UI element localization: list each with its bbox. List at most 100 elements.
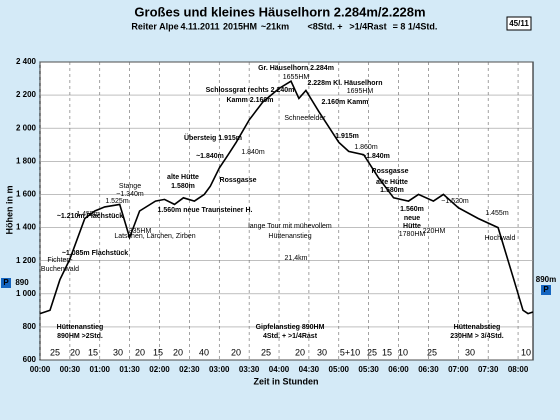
segment-duration: 15 (88, 347, 98, 357)
annotation: 1655HM (283, 74, 310, 81)
annotation: Rossgasse (220, 177, 257, 184)
subtitle-part: 2015HM (223, 21, 257, 31)
annotation: alte Hütte (376, 179, 408, 186)
annotation: 1695HM (347, 88, 374, 95)
annotation: Fichten- (47, 257, 73, 264)
x-tick-label: 07:00 (448, 365, 469, 374)
subtitle-part: 4.11.2011 (180, 21, 219, 31)
annotation: 1.840m (241, 149, 265, 156)
y-tick-label: 1 400 (16, 223, 37, 232)
annotation: alte Hütte (167, 174, 199, 181)
annotation: 1780HM (399, 231, 426, 238)
segment-duration: 20 (295, 347, 305, 357)
segment-duration: 25 (50, 347, 60, 357)
annotation: Rossgasse (372, 168, 409, 175)
segment-duration: 20 (231, 347, 241, 357)
y-tick-label: 2 200 (16, 90, 37, 99)
annotation: 1.560m neue Traunsteiner H. (158, 207, 253, 214)
x-tick-label: 03:00 (209, 365, 230, 374)
annotation: Schlossgrat rechts 2.240m (206, 87, 295, 94)
annotation: Stange (119, 183, 141, 190)
parking-label: P (3, 278, 9, 287)
segment-duration: 15 (153, 347, 163, 357)
segment-duration: 25 (427, 347, 437, 357)
badge: 45/11 (509, 19, 529, 28)
annotation: 220HM (423, 228, 446, 235)
plot-area (39, 61, 534, 361)
subtitle-part: <8Std. + (307, 21, 342, 31)
annotation: 4Std. + >1/4Rast (263, 333, 318, 340)
segment-duration: 15 (382, 347, 392, 357)
annotation: 1.915m (335, 133, 359, 140)
segment-duration: 5+10 (340, 347, 360, 357)
segment-duration: 25 (367, 347, 377, 357)
annotation: ~1.840m (196, 153, 224, 160)
annotation: Schneefelder (284, 115, 326, 122)
y-tick-label: 2 400 (16, 57, 37, 66)
x-tick-label: 02:30 (179, 365, 200, 374)
segment-duration: 30 (465, 347, 475, 357)
annotation: 1.580m (171, 183, 195, 190)
subtitle-part: Reiter Alpe (131, 21, 178, 31)
annotation: 335HM (129, 228, 152, 235)
annotation: Kamm 2.160m (226, 97, 273, 104)
segment-duration: 20 (135, 347, 145, 357)
annotation: 230HM > 3/4Std. (450, 333, 504, 340)
x-tick-label: 00:30 (60, 365, 81, 374)
segment-duration: 30 (113, 347, 123, 357)
segment-duration: 20 (70, 347, 80, 357)
x-tick-label: 05:00 (329, 365, 350, 374)
parking-box (1, 278, 11, 288)
x-tick-label: 04:30 (299, 365, 320, 374)
x-tick-label: 06:30 (418, 365, 439, 374)
parking-label: P (543, 285, 549, 294)
segment-duration: 40 (199, 347, 209, 357)
y-tick-label: 2 000 (16, 123, 37, 132)
annotation: 1.560m (400, 206, 424, 213)
annotation: 1.525m (105, 198, 129, 205)
annotation: ~1.085m Flachstück (62, 250, 128, 257)
segment-duration: 20 (173, 347, 183, 357)
x-tick-label: 00:00 (30, 365, 51, 374)
annotation: Hüttenabstieg (454, 324, 501, 331)
y-axis-label: Höhen in m (4, 186, 14, 235)
annotation: 890HM >2Std. (57, 333, 103, 340)
y-tick-label: 600 (23, 355, 37, 364)
segment-duration: 10 (521, 347, 531, 357)
annotation: Latschen, Lärchen, Zirben (114, 233, 195, 240)
annotation: Buchenwald (41, 266, 79, 273)
segment-duration: 25 (261, 347, 271, 357)
annotation: ~1.840m (362, 153, 390, 160)
annotation: lange Tour mit mühevollem (248, 223, 332, 230)
x-tick-label: 05:30 (358, 365, 379, 374)
annotation: 2.228m Kl. Häuselhorn (307, 80, 382, 87)
x-tick-label: 06:00 (388, 365, 409, 374)
annotation: ~1.340m (116, 191, 144, 198)
y-tick-label: 1 800 (16, 156, 37, 165)
elevation-profile (39, 80, 534, 315)
annotation: Hüttenanstieg (57, 324, 104, 331)
annotation: 1.455m (76, 211, 100, 218)
annotation: 2.160m Kamm (321, 99, 368, 106)
subtitle-part: = 8 1/4Std. (393, 21, 438, 31)
x-axis-label: Zeit in Stunden (254, 376, 319, 386)
annotation: ~1.210m Flachstück (57, 213, 123, 220)
annotation: Hochwald (485, 235, 516, 242)
segment-duration: 10 (398, 347, 408, 357)
y-tick-label: 1 600 (16, 190, 37, 199)
x-tick-label: 08:00 (508, 365, 529, 374)
annotation: 21,4km (285, 255, 308, 262)
segment-duration: 30 (317, 347, 327, 357)
annotation: Hüttenanstieg (268, 233, 311, 240)
end-label: 890m (536, 275, 556, 284)
x-tick-label: 01:00 (90, 365, 111, 374)
annotation: Übersteig 1.915m (184, 133, 242, 142)
x-tick-label: 02:00 (149, 365, 170, 374)
annotation: 1.580m (380, 187, 404, 194)
y-tick-label: 800 (23, 322, 37, 331)
annotation: Hütte (403, 223, 421, 230)
subtitle-part: >1/4Rast (349, 21, 386, 31)
parking-box (541, 285, 551, 295)
annotation: 1.860m (354, 144, 378, 151)
